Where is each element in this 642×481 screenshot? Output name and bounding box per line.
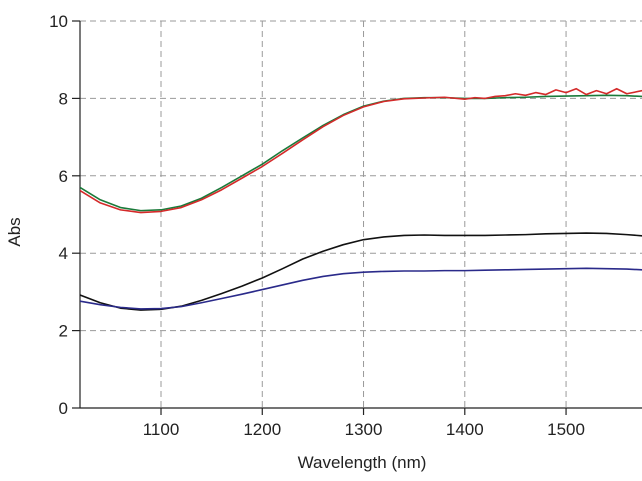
y-tick-label: 6 bbox=[59, 167, 68, 186]
series-line-4 bbox=[80, 267, 642, 310]
x-tick-label: 1500 bbox=[547, 420, 585, 439]
x-tick-label: 1300 bbox=[345, 420, 383, 439]
x-tick-label: 1100 bbox=[143, 420, 180, 439]
tick-labels: 0 2 4 6 8 10 1100 1200 1300 1400 1500 bbox=[49, 12, 585, 439]
x-axis-title: Wavelength (nm) bbox=[298, 453, 427, 472]
y-tick-label: 8 bbox=[59, 89, 68, 108]
y-tick-label: 4 bbox=[59, 244, 68, 263]
y-tick-label: 0 bbox=[59, 399, 68, 418]
x-tick-label: 1400 bbox=[446, 420, 484, 439]
series-line-2 bbox=[80, 87, 642, 214]
y-tick-label: 2 bbox=[59, 322, 68, 341]
grid bbox=[80, 20, 642, 408]
series-lines bbox=[80, 87, 642, 311]
series-line-1 bbox=[80, 94, 642, 212]
y-tick-label: 10 bbox=[49, 12, 68, 31]
x-tick-label: 1200 bbox=[243, 420, 281, 439]
y-axis-title: Abs bbox=[5, 217, 24, 246]
axes bbox=[72, 20, 642, 415]
